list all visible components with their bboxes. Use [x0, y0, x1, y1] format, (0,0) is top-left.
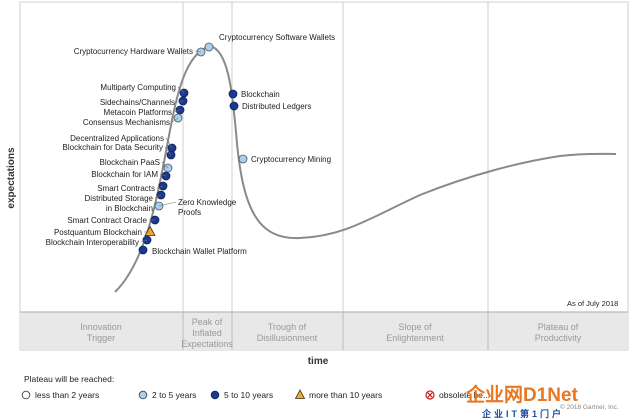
- label-blockchain-interoperability: Blockchain Interoperability: [46, 238, 139, 247]
- point-cryptocurrency-mining: [238, 154, 248, 164]
- legend-lt2-label: less than 2 years: [35, 390, 99, 400]
- copyright-text: © 2018 Gartner, Inc.: [560, 403, 619, 411]
- leader-metacoin-platforms: [173, 109, 181, 113]
- point-blockchain: [228, 89, 238, 99]
- y-axis-label: expectations: [6, 147, 17, 209]
- label-consensus-mechanisms: Consensus Mechanisms: [83, 118, 170, 127]
- label-cryptocurrency-software-wallets: Cryptocurrency Software Wallets: [219, 33, 335, 42]
- label-smart-contracts: Smart Contracts: [97, 184, 155, 193]
- legend-obsolete-cross: [427, 392, 433, 398]
- label-postquantum-blockchain: Postquantum Blockchain: [54, 228, 142, 237]
- leader-sidechains-channels: [176, 100, 184, 103]
- point-distributed-ledgers: [229, 101, 239, 111]
- as-of-label: As of July 2018: [567, 299, 618, 308]
- point-blockchain-wallet-platform: [138, 245, 148, 255]
- leader-blockchain-interoperability: [140, 239, 148, 243]
- label-cryptocurrency-mining: Cryptocurrency Mining: [251, 155, 331, 164]
- legend-2to5-marker: [138, 390, 148, 400]
- phase-label-slope-of-enlightenment: Slope of Enlightenment: [386, 322, 444, 343]
- label-distributed-storage-in-blockchain: Distributed Storage in Blockchain: [85, 194, 154, 213]
- phase-band: [20, 312, 628, 350]
- leader-blockchain-for-data-security: [164, 146, 172, 156]
- phase-dividers-band: [182, 312, 489, 350]
- phase-labels: Innovation Trigger Peak of Inflated Expectat…: [80, 317, 582, 349]
- legend-gt10-label: more than 10 years: [309, 390, 382, 400]
- legend-5to10-label: 5 to 10 years: [224, 390, 273, 400]
- label-cryptocurrency-hardware-wallets: Cryptocurrency Hardware Wallets: [74, 47, 193, 56]
- legend: less than 2 years 2 to 5 years 5 to 10 yea…: [21, 389, 490, 400]
- hype-curve: [114, 44, 617, 293]
- phase-label-peak-of-inflated-expectations: Peak of Inflated Expectations: [181, 317, 233, 349]
- label-blockchain-paas: Blockchain PaaS: [100, 158, 160, 167]
- leader-multiparty-computing: [177, 86, 185, 94]
- leader-blockchain-paas: [161, 161, 169, 169]
- watermark-sub: 企业IT第1门户: [481, 408, 564, 419]
- legend-lt2-marker: [21, 390, 31, 400]
- leader-blockchain-for-iam: [159, 173, 167, 177]
- legend-obsolete-label: obsolete be...: [439, 390, 490, 400]
- leader-zero-knowledge-proofs: [158, 201, 177, 207]
- label-blockchain-for-iam: Blockchain for IAM: [91, 170, 158, 179]
- x-axis-label: time: [308, 356, 329, 367]
- phase-label-innovation-trigger: Innovation Trigger: [80, 322, 122, 343]
- point-postquantum-blockchain: [144, 225, 156, 236]
- label-blockchain-wallet-platform: Blockchain Wallet Platform: [152, 247, 247, 256]
- legend-gt10-marker: [294, 389, 306, 399]
- label-zero-knowledge-proofs: Zero Knowledge Proofs: [178, 198, 237, 217]
- legend-2to5-label: 2 to 5 years: [152, 390, 196, 400]
- leader-cryptocurrency-hardware-wallets: [194, 50, 202, 53]
- label-distributed-ledgers: Distributed Ledgers: [242, 102, 311, 111]
- label-blockchain: Blockchain: [241, 90, 280, 99]
- leader-distributed-storage-in-blockchain: [154, 194, 162, 199]
- phase-label-plateau-of-productivity: Plateau of Productivity: [535, 322, 582, 343]
- label-decentralized-applications: Decentralized Applications: [70, 134, 164, 143]
- point-cryptocurrency-software-wallets: [204, 42, 214, 52]
- label-sidechains-channels: Sidechains/Channels: [100, 98, 175, 107]
- legend-5to10-marker: [210, 390, 220, 400]
- legend-title: Plateau will be reached:: [24, 374, 114, 384]
- label-metacoin-platforms: Metacoin Platforms: [104, 108, 172, 117]
- technology-labels: Cryptocurrency Software Wallets Cryptocur…: [46, 33, 336, 256]
- phase-label-trough-of-disillusionment: Trough of Disillusionment: [257, 322, 318, 343]
- leader-consensus-mechanisms: [171, 117, 179, 123]
- leader-decentralized-applications: [165, 137, 173, 149]
- label-multiparty-computing: Multiparty Computing: [100, 83, 176, 92]
- leader-smart-contracts: [156, 185, 164, 189]
- label-smart-contract-oracle: Smart Contract Oracle: [67, 216, 147, 225]
- watermark-main: 企业网D1Net: [465, 383, 579, 406]
- phase-dividers: [182, 2, 489, 350]
- label-blockchain-for-data-security: Blockchain for Data Security: [63, 143, 164, 152]
